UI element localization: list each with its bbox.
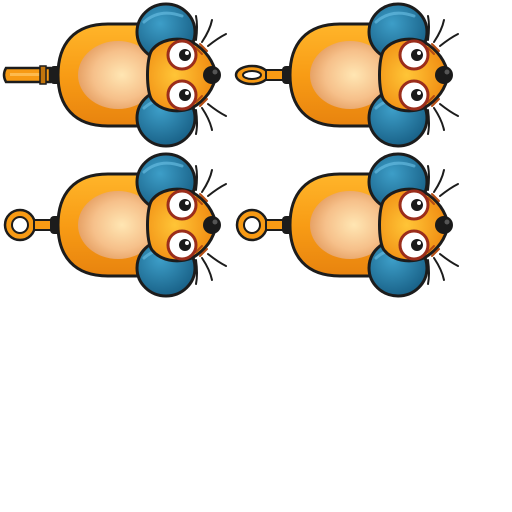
mouse-body-icon <box>48 152 228 298</box>
mouse-sprite-4 <box>235 152 460 298</box>
tail-ring-icon <box>3 208 54 242</box>
tail-ring-icon <box>235 208 286 242</box>
tail-ring-half-icon <box>234 64 286 86</box>
mouse-sprite-1 <box>2 2 228 148</box>
mouse-body-icon <box>280 152 460 298</box>
tail-straight-icon <box>2 64 52 86</box>
mouse-body-icon <box>280 2 460 148</box>
mouse-sprite-2 <box>234 2 460 148</box>
mouse-sprite-3 <box>3 152 228 298</box>
mouse-body-icon <box>48 2 228 148</box>
